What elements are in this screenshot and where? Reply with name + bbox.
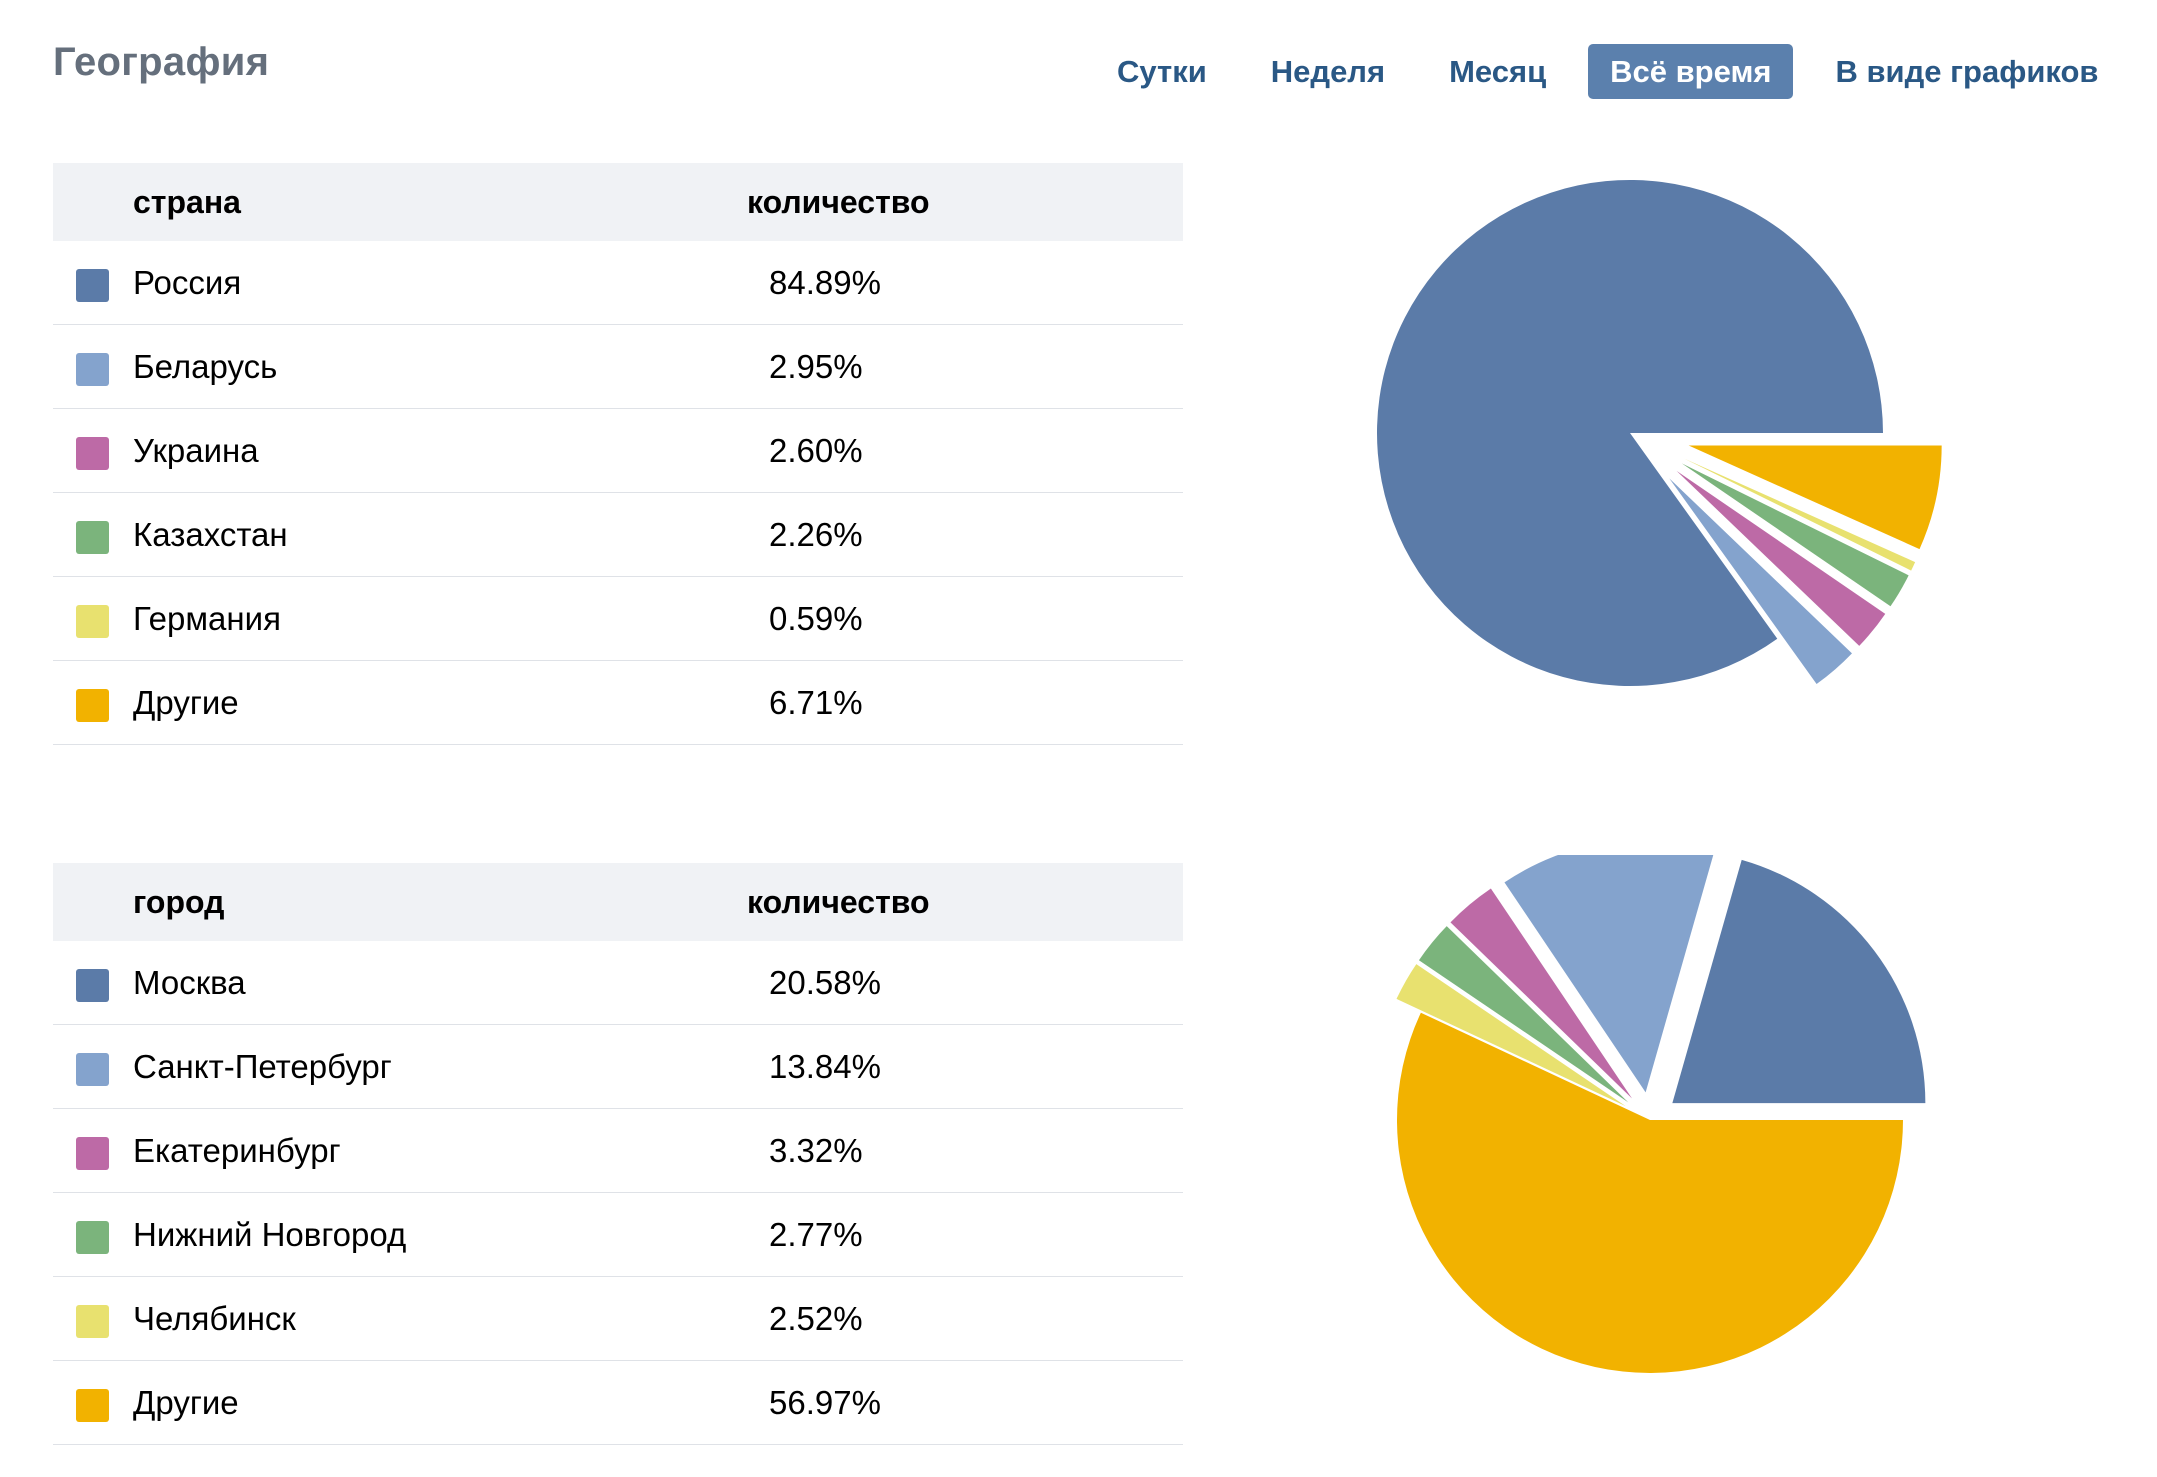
city-name: Нижний Новгород [133,1216,407,1253]
color-swatch-icon [76,437,109,470]
tab-month[interactable]: Месяц [1449,54,1547,89]
color-swatch-icon [76,353,109,386]
country-name: Беларусь [133,348,278,385]
pie-slice-россия[interactable] [1377,180,1883,687]
city-share: 13.84% [769,1048,881,1085]
color-swatch-icon [76,1221,109,1254]
tab-day[interactable]: Сутки [1117,54,1207,89]
color-swatch-icon [76,269,109,302]
table-row: Россия 84.89% [53,241,1183,325]
cities-table: город количество Москва 20.58% Санкт-Пет… [53,863,1183,1445]
column-header-count[interactable]: количество [747,884,930,920]
country-share: 2.60% [769,432,863,469]
pie-slice-украина[interactable] [1676,470,1886,646]
column-header-country[interactable]: страна [133,184,241,220]
table-row: Германия 0.59% [53,577,1183,661]
pie-slice-казахстан[interactable] [1681,463,1909,607]
table-row: Украина 2.60% [53,409,1183,493]
countries-table: страна количество Россия 84.89% Беларусь… [53,163,1183,745]
city-share: 2.77% [769,1216,863,1253]
pie-slice-нижний-новгород[interactable] [1418,926,1629,1103]
table-row: Другие 6.71% [53,661,1183,745]
countries-pie-chart [1377,180,1942,687]
tab-week[interactable]: Неделя [1270,54,1386,89]
city-share: 2.52% [769,1300,863,1337]
cities-table-header: город количество [53,863,1183,941]
period-tabs: Сутки Неделя Месяц Всё время В виде граф… [1095,44,2125,99]
color-swatch-icon [76,1137,109,1170]
country-share: 0.59% [769,600,863,637]
city-share: 3.32% [769,1132,863,1169]
cities-pie-chart [1396,855,1926,1373]
page-title: География [53,40,270,84]
pie-slice-челябинск[interactable] [1396,964,1626,1107]
color-swatch-icon [76,605,109,638]
table-row: Санкт-Петербург 13.84% [53,1025,1183,1109]
column-header-count[interactable]: количество [747,184,930,220]
tab-all-time[interactable]: Всё время [1588,44,1794,99]
city-share: 20.58% [769,964,881,1001]
color-swatch-icon [76,1389,109,1422]
table-row: Казахстан 2.26% [53,493,1183,577]
color-swatch-icon [76,1053,109,1086]
pie-slice-беларусь[interactable] [1669,478,1852,685]
table-row: Москва 20.58% [53,941,1183,1025]
country-name: Украина [133,432,259,469]
countries-table-header: страна количество [53,163,1183,241]
table-row: Беларусь 2.95% [53,325,1183,409]
pie-slice-германия[interactable] [1684,458,1916,571]
tab-charts-view[interactable]: В виде графиков [1835,54,2099,89]
pie-slice-другие[interactable] [1397,1012,1903,1373]
country-name: Казахстан [133,516,288,553]
city-name: Москва [133,964,246,1001]
country-name: Другие [133,684,239,721]
table-row: Нижний Новгород 2.77% [53,1193,1183,1277]
country-share: 6.71% [769,684,863,721]
color-swatch-icon [76,1305,109,1338]
table-row: Челябинск 2.52% [53,1277,1183,1361]
city-name: Екатеринбург [133,1132,341,1169]
country-name: Германия [133,600,281,637]
country-share: 2.95% [769,348,863,385]
country-share: 2.26% [769,516,863,553]
city-share: 56.97% [769,1384,881,1421]
country-name: Россия [133,264,242,301]
city-name: Челябинск [133,1300,296,1337]
city-name: Санкт-Петербург [133,1048,392,1085]
pie-slice-другие[interactable] [1688,445,1942,550]
city-name: Другие [133,1384,239,1421]
column-header-city[interactable]: город [133,884,225,920]
color-swatch-icon [76,521,109,554]
color-swatch-icon [76,969,109,1002]
table-row: Другие 56.97% [53,1361,1183,1445]
pie-slice-екатеринбург[interactable] [1450,888,1633,1099]
table-row: Екатеринбург 3.32% [53,1109,1183,1193]
country-share: 84.89% [769,264,881,301]
color-swatch-icon [76,689,109,722]
pie-slice-санкт-петербург[interactable] [1504,855,1715,1093]
pie-slice-москва[interactable] [1672,859,1926,1104]
